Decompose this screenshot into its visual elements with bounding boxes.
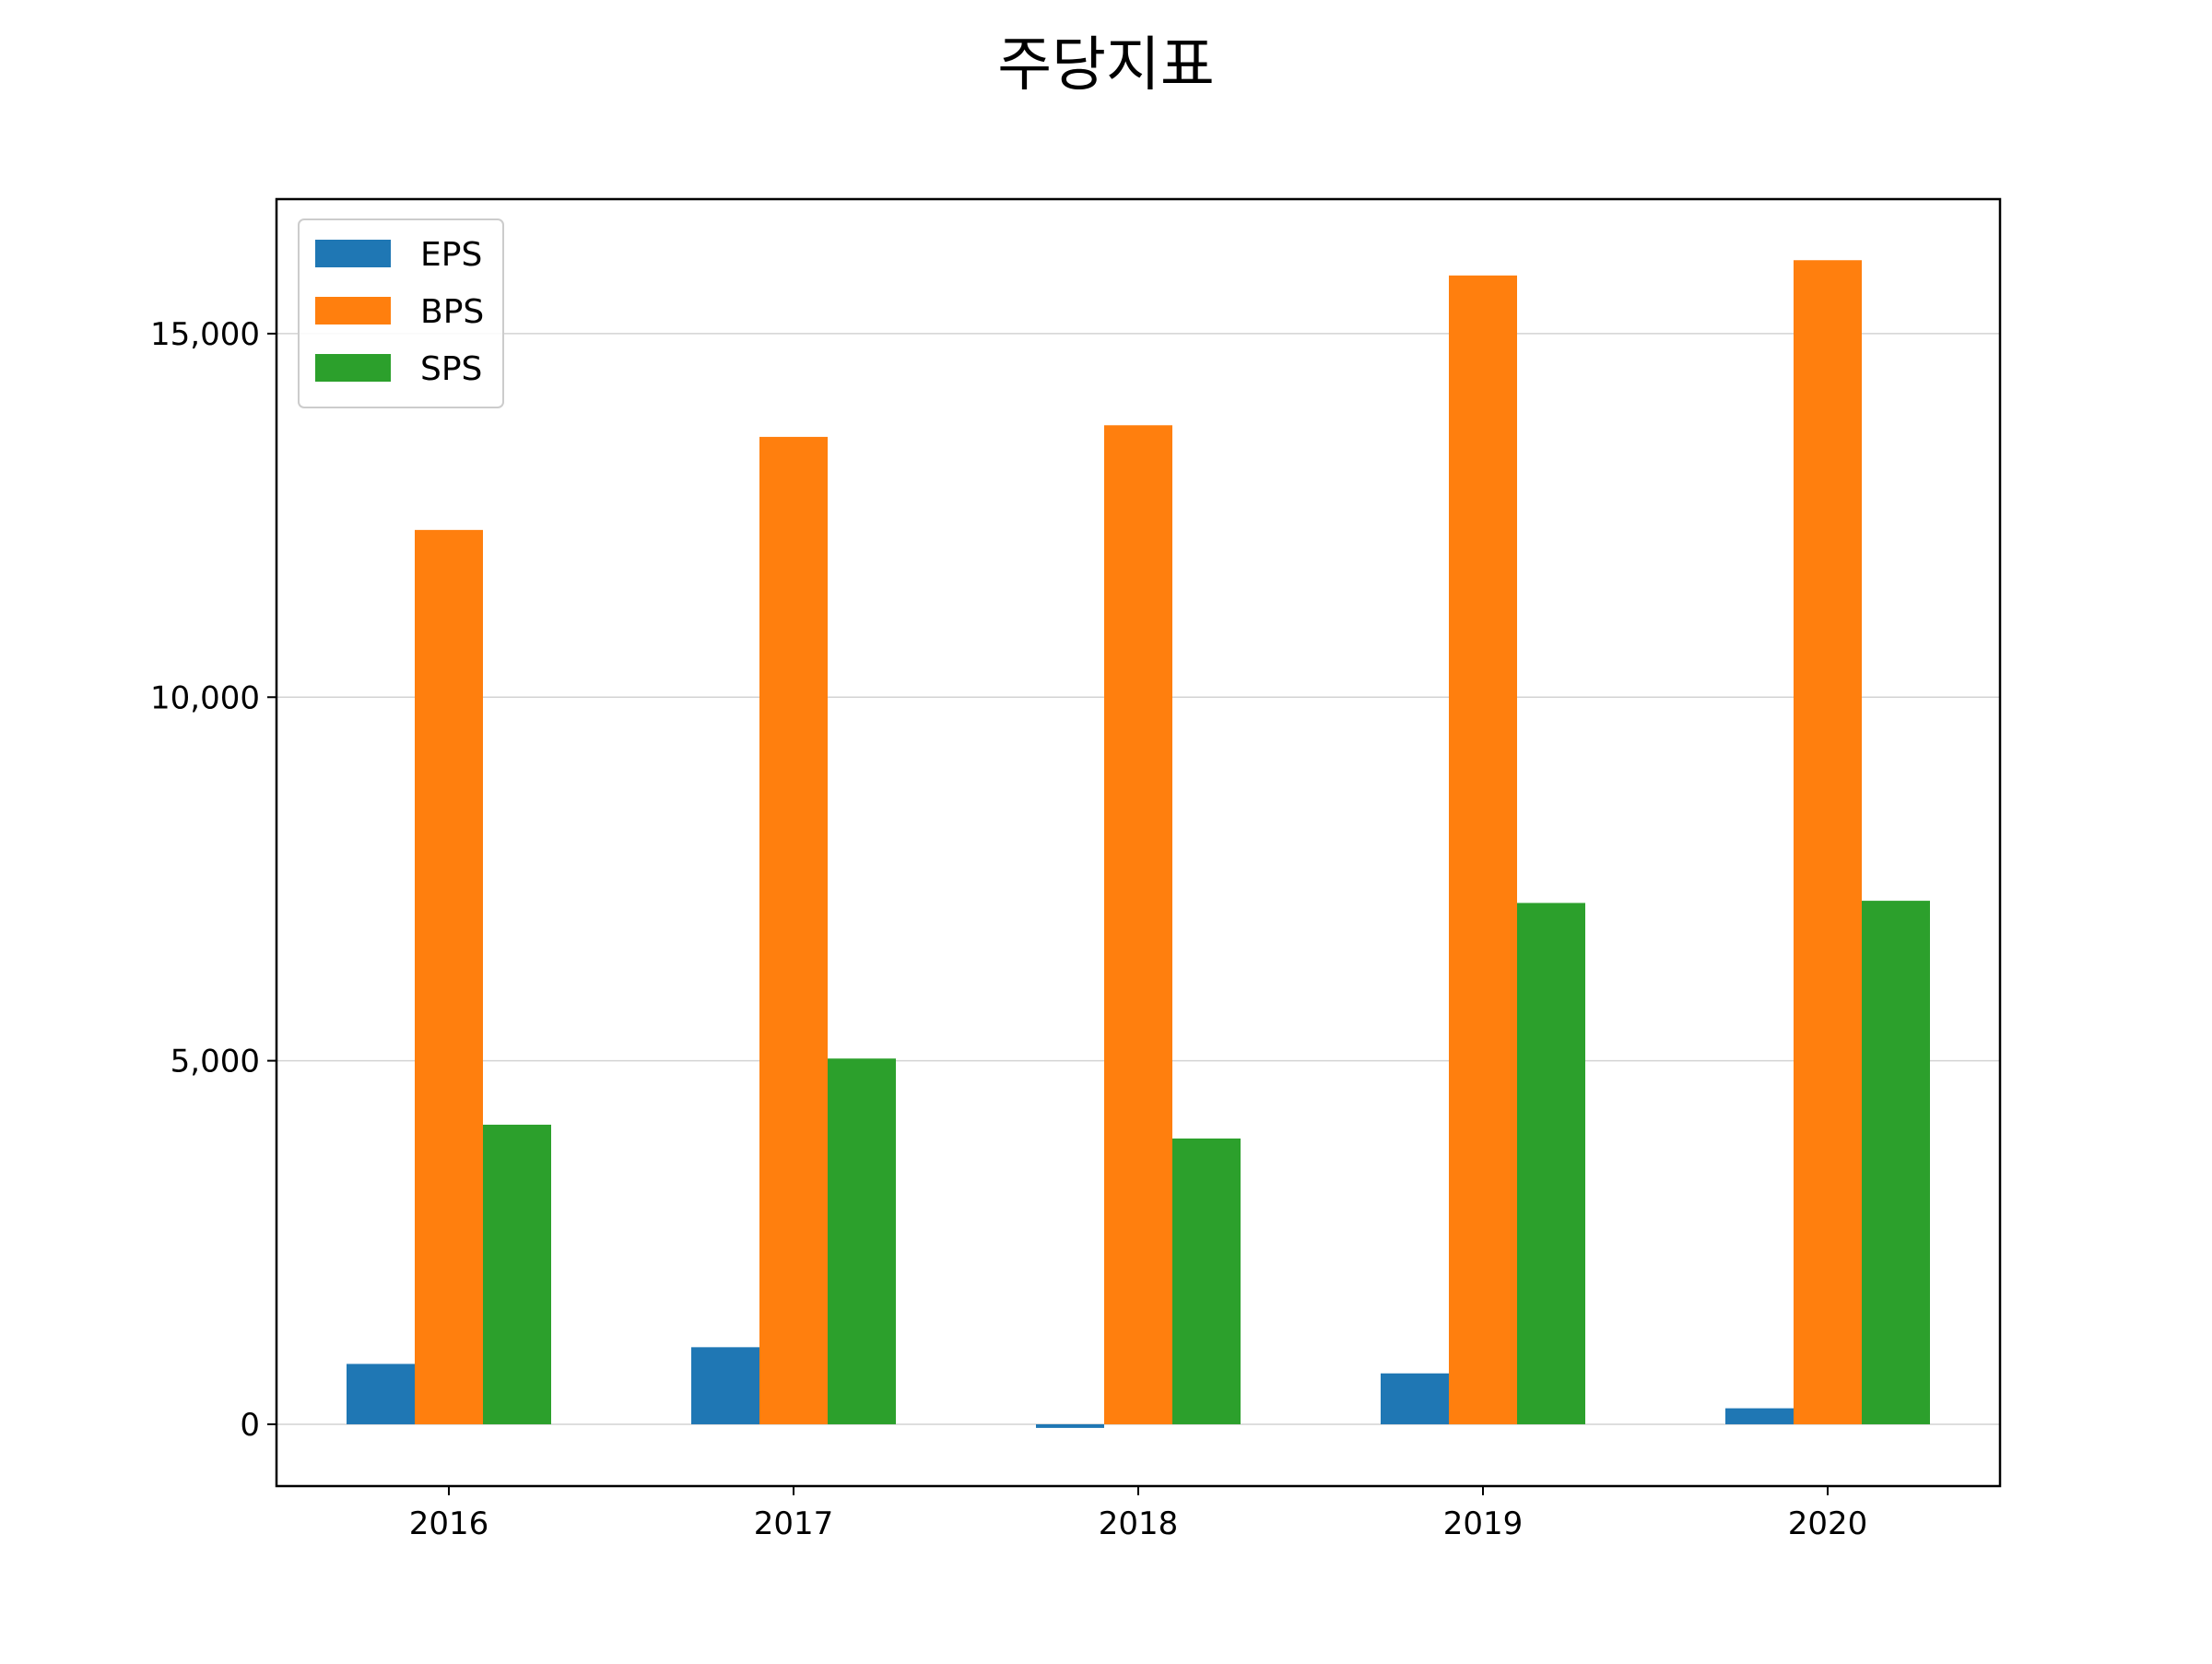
legend-label-eps: EPS [420,236,482,274]
y-tick-label: 10,000 [150,679,260,716]
bar-eps-2018 [1036,1423,1104,1428]
bar-sps-2020 [1862,901,1930,1424]
bar-bps-2017 [759,436,828,1424]
bar-eps-2019 [1381,1373,1449,1424]
legend-swatch-eps [315,240,391,267]
bars [347,260,1930,1428]
bar-eps-2017 [691,1347,759,1424]
x-tick-label: 2016 [409,1505,489,1542]
bar-sps-2019 [1517,903,1585,1424]
bar-bps-2016 [415,529,483,1424]
bar-bps-2020 [1794,260,1862,1424]
bar-sps-2018 [1172,1139,1241,1424]
legend-label-sps: SPS [420,350,482,388]
bar-sps-2017 [828,1058,896,1424]
bar-sps-2016 [483,1125,551,1424]
x-tick-label: 2017 [754,1505,834,1542]
bar-eps-2016 [347,1363,415,1424]
legend: EPS BPS SPS [298,218,504,408]
chart-title: 주당지표 [997,31,1215,100]
bar-bps-2019 [1449,275,1517,1424]
legend-swatch-bps [315,297,391,325]
bar-bps-2018 [1104,425,1172,1424]
x-tick-label: 2020 [1788,1505,1868,1542]
y-tick-label: 0 [240,1407,260,1444]
x-tick-label: 2018 [1099,1505,1179,1542]
y-tick-label: 15,000 [150,316,260,353]
x-tick-label: 2019 [1443,1505,1524,1542]
y-tick-label: 5,000 [171,1044,260,1080]
bar-eps-2020 [1725,1408,1794,1424]
legend-label-bps: BPS [420,293,484,331]
axis-ticks: 0 5,000 10,000 15,000 2016 2017 2018 2019 2020 [150,316,1867,1542]
legend-swatch-sps [315,354,391,382]
